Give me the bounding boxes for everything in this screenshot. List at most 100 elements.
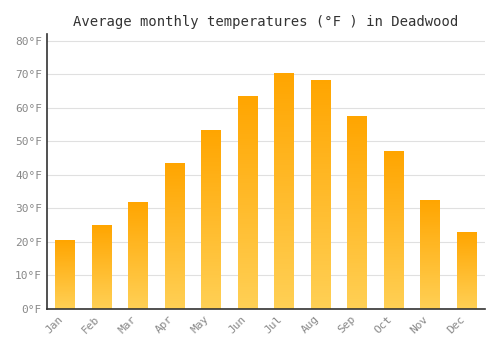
Bar xyxy=(274,198,294,200)
Bar xyxy=(456,267,477,268)
Bar xyxy=(347,205,368,207)
Bar xyxy=(238,217,258,219)
Bar xyxy=(310,302,330,304)
Bar xyxy=(310,144,330,146)
Bar xyxy=(347,193,368,195)
Bar xyxy=(274,132,294,134)
Bar xyxy=(92,246,112,247)
Bar xyxy=(384,306,404,307)
Bar xyxy=(420,273,440,274)
Bar xyxy=(456,259,477,260)
Bar xyxy=(310,229,330,231)
Bar xyxy=(347,168,368,170)
Bar xyxy=(128,242,148,243)
Bar xyxy=(201,212,221,214)
Bar xyxy=(310,274,330,277)
Bar xyxy=(238,164,258,166)
Bar xyxy=(456,234,477,235)
Bar xyxy=(456,253,477,254)
Bar xyxy=(238,141,258,143)
Bar xyxy=(456,243,477,244)
Bar xyxy=(420,234,440,235)
Bar xyxy=(201,130,221,132)
Bar xyxy=(238,136,258,139)
Bar xyxy=(420,296,440,297)
Bar xyxy=(55,284,75,285)
Bar xyxy=(384,159,404,161)
Bar xyxy=(92,234,112,235)
Bar xyxy=(384,197,404,199)
Bar xyxy=(55,254,75,255)
Bar xyxy=(347,253,368,255)
Bar xyxy=(164,300,184,301)
Bar xyxy=(420,271,440,272)
Bar xyxy=(310,89,330,91)
Bar xyxy=(310,155,330,158)
Bar xyxy=(384,180,404,181)
Bar xyxy=(420,280,440,281)
Bar xyxy=(347,295,368,297)
Bar xyxy=(55,270,75,271)
Bar xyxy=(55,259,75,260)
Bar xyxy=(201,173,221,174)
Bar xyxy=(92,238,112,239)
Bar xyxy=(384,153,404,155)
Bar xyxy=(128,228,148,229)
Bar xyxy=(128,269,148,270)
Bar xyxy=(420,297,440,298)
Bar xyxy=(274,158,294,160)
Bar xyxy=(420,218,440,219)
Bar xyxy=(310,79,330,82)
Bar xyxy=(201,199,221,201)
Bar xyxy=(201,162,221,164)
Bar xyxy=(201,133,221,135)
Bar xyxy=(238,192,258,194)
Bar xyxy=(347,145,368,147)
Bar xyxy=(201,276,221,278)
Bar xyxy=(201,149,221,151)
Bar xyxy=(384,241,404,243)
Bar xyxy=(456,291,477,292)
Bar xyxy=(164,275,184,277)
Bar xyxy=(92,280,112,281)
Bar xyxy=(420,232,440,233)
Bar xyxy=(274,186,294,188)
Bar xyxy=(310,84,330,86)
Bar xyxy=(347,262,368,265)
Bar xyxy=(347,234,368,236)
Bar xyxy=(92,258,112,259)
Bar xyxy=(164,290,184,291)
Bar xyxy=(310,251,330,254)
Bar xyxy=(128,307,148,308)
Bar xyxy=(384,193,404,194)
Bar xyxy=(347,303,368,305)
Bar xyxy=(310,261,330,263)
Bar xyxy=(347,157,368,159)
Bar xyxy=(164,262,184,264)
Bar xyxy=(201,221,221,223)
Bar xyxy=(92,294,112,295)
Bar xyxy=(310,132,330,134)
Bar xyxy=(128,304,148,306)
Bar xyxy=(347,135,368,138)
Bar xyxy=(347,138,368,139)
Bar xyxy=(55,271,75,272)
Bar xyxy=(92,245,112,246)
Bar xyxy=(274,254,294,257)
Bar xyxy=(164,294,184,296)
Bar xyxy=(420,277,440,278)
Bar xyxy=(310,238,330,240)
Bar xyxy=(238,162,258,164)
Bar xyxy=(310,121,330,123)
Bar xyxy=(456,265,477,266)
Bar xyxy=(347,134,368,135)
Bar xyxy=(128,230,148,231)
Bar xyxy=(164,240,184,242)
Bar xyxy=(164,230,184,232)
Bar xyxy=(347,201,368,203)
Bar xyxy=(384,284,404,285)
Bar xyxy=(384,210,404,211)
Bar xyxy=(164,218,184,220)
Bar xyxy=(164,284,184,286)
Bar xyxy=(274,188,294,191)
